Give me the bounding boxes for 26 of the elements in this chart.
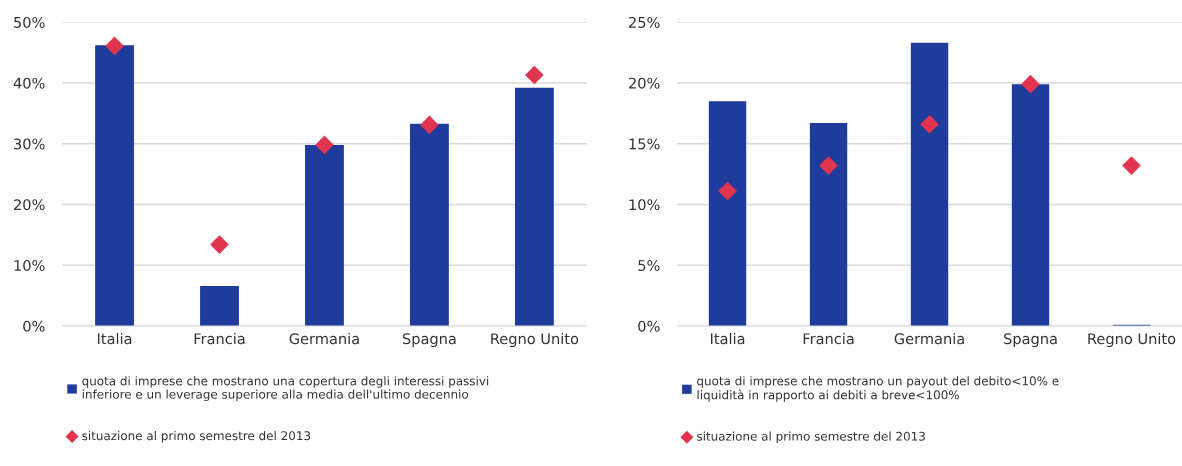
x-tick-label: Regno Unito	[1088, 332, 1176, 348]
x-tick-label: Spagna	[1004, 333, 1057, 348]
y-tick-label: 10%	[629, 199, 660, 211]
legend-label: quota di imprese che mostrano un payout del debito<10% e liquidità in rapporto ai debiti a breve<100%	[697, 376, 1059, 402]
legend-label: situazione al primo semestre del 2013	[82, 430, 311, 443]
y-tick-label: 50%	[14, 16, 45, 28]
legend-label: situazione al primo semestre del 2013	[697, 431, 925, 444]
y-tick-label: 20%	[14, 199, 45, 211]
x-tick-label: Regno Unito	[491, 332, 579, 348]
y-tick-label: 25%	[629, 16, 660, 28]
y-tick-label: 5%	[638, 259, 660, 271]
x-tick-label: Germania	[289, 332, 359, 345]
y-tick-label: 15%	[629, 138, 660, 150]
y-tick-label: 0%	[23, 320, 45, 332]
y-tick-label: 30%	[14, 138, 45, 150]
y-tick-label: 20%	[629, 77, 660, 89]
x-tick-label: Spagna	[402, 333, 456, 348]
x-tick-label: Francia	[194, 332, 245, 345]
x-tick-label: Francia	[803, 332, 854, 345]
x-tick-label: Germania	[894, 332, 964, 345]
x-tick-label: Italia	[710, 332, 745, 345]
y-tick-label: 40%	[13, 77, 45, 89]
y-tick-label: 0%	[638, 320, 660, 332]
x-tick-label: Italia	[97, 332, 132, 345]
legend-label: quota di imprese che mostrano una copertura degli interessi passivi inferiore e un leverage superiore alla media dell'ultimo decennio	[82, 376, 489, 402]
y-tick-label: 10%	[14, 259, 45, 271]
